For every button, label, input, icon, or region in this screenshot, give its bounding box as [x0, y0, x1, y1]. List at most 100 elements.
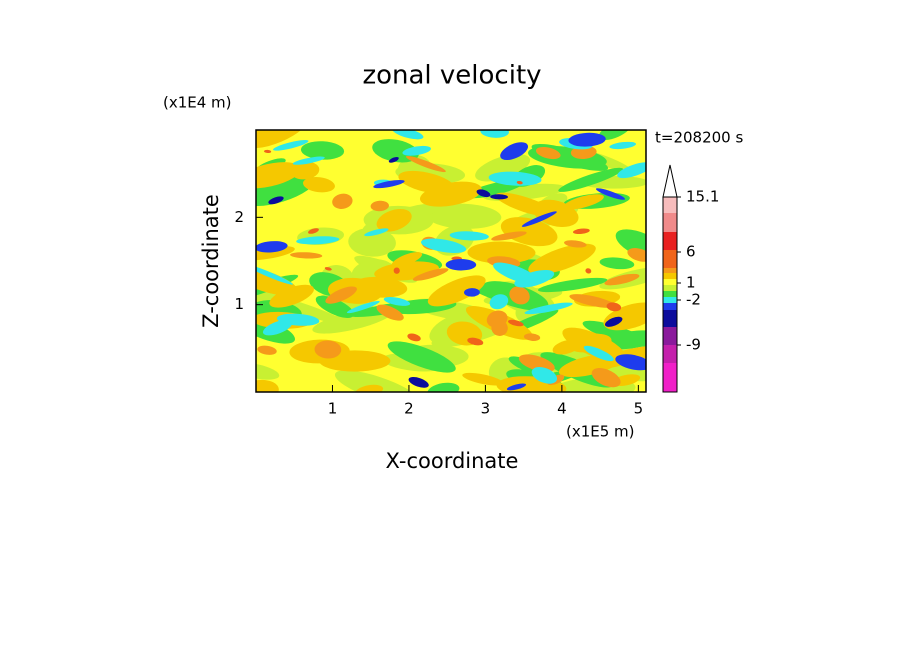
- x-tick-label: 2: [404, 400, 414, 418]
- contour-fill: [486, 310, 508, 328]
- contour-fill: [421, 238, 467, 253]
- contour-fill: [370, 200, 389, 212]
- contour-fill: [535, 146, 561, 160]
- contour-fill: [351, 276, 408, 298]
- contour-fill: [516, 180, 523, 185]
- contour-fill: [462, 372, 504, 386]
- colorbar-swatch: [663, 279, 677, 285]
- contour-fill: [493, 262, 540, 285]
- contour-fill: [393, 267, 400, 274]
- colorbar-swatch: [663, 345, 677, 363]
- contour-fill: [273, 140, 309, 151]
- contour-fill: [388, 156, 399, 163]
- contour-fill: [387, 341, 456, 373]
- colorbar-swatch: [663, 363, 677, 392]
- contour-fill: [256, 267, 298, 296]
- contour-fill: [324, 267, 332, 271]
- x-tick-label: 4: [557, 400, 567, 418]
- contour-fill: [537, 277, 608, 293]
- colorbar-swatch: [663, 297, 677, 303]
- contour-fill: [296, 236, 340, 245]
- colorbar-swatch: [663, 268, 677, 273]
- contour-fill: [563, 194, 604, 210]
- contour-fill: [290, 161, 320, 180]
- contour-fill: [615, 354, 646, 371]
- contour-fill: [308, 228, 319, 234]
- contour-fill: [467, 241, 536, 264]
- contour-fill: [314, 340, 342, 359]
- contour-fill: [373, 179, 405, 189]
- contour-fill: [591, 368, 621, 388]
- contour-fill: [463, 288, 480, 297]
- contour-fill: [524, 302, 573, 315]
- contour-fill: [405, 155, 446, 173]
- contour-fill: [427, 275, 486, 307]
- contour-fill: [292, 156, 325, 165]
- colorbar-swatch: [663, 213, 677, 232]
- contour-fill: [500, 142, 529, 161]
- contour-fill: [376, 208, 412, 232]
- contour-fill: [300, 141, 345, 160]
- colorbar-swatch: [663, 285, 677, 291]
- contour-fill: [475, 154, 531, 182]
- contour-fill: [495, 192, 556, 217]
- contour-fill: [599, 257, 635, 270]
- contour-fill: [506, 383, 527, 391]
- contour-fill: [383, 297, 411, 306]
- contour-fill: [402, 145, 431, 156]
- x-axis-label: X-coordinate: [386, 449, 519, 473]
- colorbar-tick-label: 6: [686, 243, 696, 261]
- contour-fill: [523, 333, 541, 341]
- contour-fill: [564, 240, 587, 248]
- contour-fill: [412, 268, 449, 281]
- contour-fill: [256, 162, 301, 189]
- contour-fill: [528, 243, 596, 275]
- contour-fill: [531, 367, 558, 384]
- y-axis-label: Z-coordinate: [199, 194, 223, 328]
- contour-fill: [449, 231, 489, 241]
- contour-fill: [364, 228, 389, 237]
- x-tick-label: 1: [328, 400, 338, 418]
- contour-fill: [558, 167, 624, 192]
- contour-fill: [521, 211, 557, 227]
- x-unit: (x1E5 m): [566, 423, 635, 441]
- contour-fill: [262, 319, 293, 336]
- contour-fill: [256, 264, 293, 285]
- contour-fill: [407, 333, 421, 342]
- contour-fill: [491, 231, 527, 241]
- colorbar-tick-label: -2: [686, 291, 701, 309]
- contour-fill: [476, 189, 491, 198]
- contour-fill: [615, 229, 646, 261]
- contour-fill: [488, 171, 542, 186]
- contour-fill: [617, 162, 646, 179]
- colorbar-swatch: [663, 310, 677, 327]
- contour-fill: [490, 194, 508, 200]
- contour-fill: [290, 252, 323, 259]
- contour-fill: [376, 304, 404, 321]
- contour-fill: [302, 177, 335, 193]
- plot-frame: [255, 129, 647, 393]
- contour-fill: [269, 284, 314, 308]
- contour-fill: [315, 295, 355, 318]
- colorbar-frame: [662, 196, 678, 393]
- contour-fill: [427, 382, 460, 392]
- colorbar-swatch: [663, 250, 677, 268]
- colorbar-swatch: [663, 327, 677, 345]
- colorbar-swatch: [663, 232, 677, 250]
- contour-fill: [426, 203, 502, 229]
- y-tick-label: 1: [234, 295, 244, 313]
- contour-fill: [500, 217, 558, 247]
- contour-fill: [256, 174, 315, 206]
- contour-fill: [595, 188, 626, 200]
- colorbar-swatch: [663, 197, 677, 213]
- colorbar-swatch: [663, 291, 677, 297]
- contour-fill: [346, 300, 380, 314]
- chart-title: zonal velocity: [362, 61, 541, 91]
- contour-fill: [489, 294, 509, 310]
- contour-fill: [552, 339, 581, 355]
- contour-fill: [609, 141, 637, 150]
- contour-fill: [268, 196, 284, 205]
- contour-fill: [572, 228, 590, 235]
- time-label: t=208200 s: [655, 129, 743, 147]
